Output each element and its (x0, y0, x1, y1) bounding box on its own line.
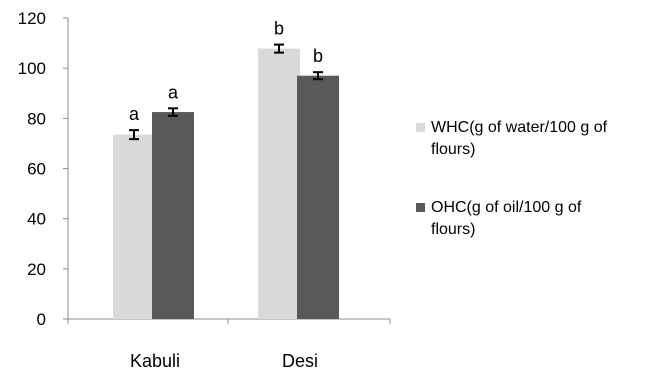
bar (297, 75, 339, 319)
legend-swatch (416, 123, 425, 132)
legend-label: flours) (431, 141, 475, 158)
legend-label: flours) (431, 221, 475, 238)
x-tick-label: Kabuli (130, 351, 180, 371)
y-tick-label: 40 (27, 210, 46, 229)
bar (258, 48, 300, 320)
legend-label: OHC(g of oil/100 g of (431, 199, 582, 216)
significance-label: b (274, 19, 284, 39)
bar (113, 134, 155, 319)
significance-label: a (168, 82, 179, 102)
x-tick-label: Desi (282, 351, 318, 371)
y-tick-label: 80 (27, 109, 46, 128)
legend-swatch (416, 203, 425, 212)
y-tick-label: 100 (18, 59, 46, 78)
significance-label: a (129, 104, 140, 124)
y-tick-label: 60 (27, 160, 46, 179)
significance-label: b (313, 46, 323, 66)
legend-label: WHC(g of water/100 g of (431, 119, 608, 136)
y-tick-label: 120 (18, 9, 46, 28)
bar (152, 112, 194, 319)
y-tick-label: 20 (27, 260, 46, 279)
y-tick-label: 0 (37, 310, 46, 329)
